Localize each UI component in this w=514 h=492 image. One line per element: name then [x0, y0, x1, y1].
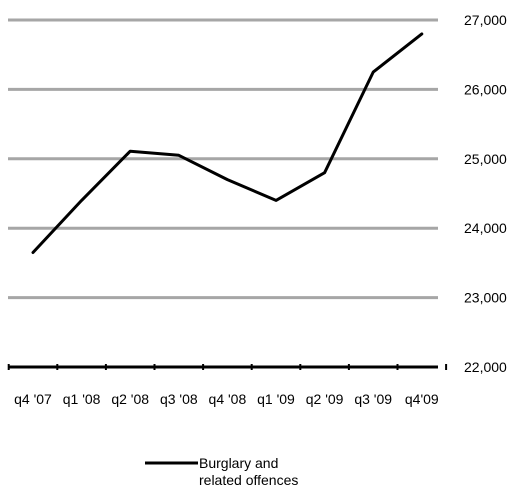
data-point — [129, 150, 131, 152]
y-tick-label: 27,000 — [464, 12, 507, 28]
x-tick-label: q4'09 — [405, 391, 439, 407]
y-tick-label: 23,000 — [464, 290, 507, 306]
y-tick-label: 25,000 — [464, 151, 507, 167]
data-point — [81, 199, 83, 201]
data-point — [324, 172, 326, 174]
data-point — [421, 33, 423, 35]
x-tick-label: q4 '08 — [209, 391, 247, 407]
series-layer — [31, 32, 424, 254]
data-point — [226, 179, 228, 181]
x-tick-label: q2 '09 — [306, 391, 344, 407]
legend-label: related offences — [199, 472, 298, 488]
data-point — [275, 199, 277, 201]
x-tick-label: q3 '09 — [354, 391, 392, 407]
data-point — [178, 154, 180, 156]
y-tick-label: 26,000 — [464, 81, 507, 97]
x-axis-tick-labels: q4 '07 q1 '08 q2 '08 q3 '08 q4 '08 q1 '09 q2 '… — [14, 391, 439, 407]
y-axis-tick-labels: 22,000 23,000 24,000 25,000 26,000 27,000 — [464, 12, 507, 375]
x-tick-label: q2 '08 — [111, 391, 149, 407]
gridlines — [8, 18, 438, 300]
x-tick-label: q1 '09 — [257, 391, 295, 407]
data-point — [372, 71, 374, 73]
y-tick-label: 22,000 — [464, 359, 507, 375]
x-axis — [7, 364, 448, 370]
y-tick-label: 24,000 — [464, 220, 507, 236]
x-tick-label: q1 '08 — [63, 391, 101, 407]
data-point — [32, 251, 34, 253]
series-line — [31, 32, 424, 254]
x-tick-label: q3 '08 — [160, 391, 198, 407]
x-tick-label: q4 '07 — [14, 391, 52, 407]
legend-label: Burglary and — [199, 455, 278, 471]
